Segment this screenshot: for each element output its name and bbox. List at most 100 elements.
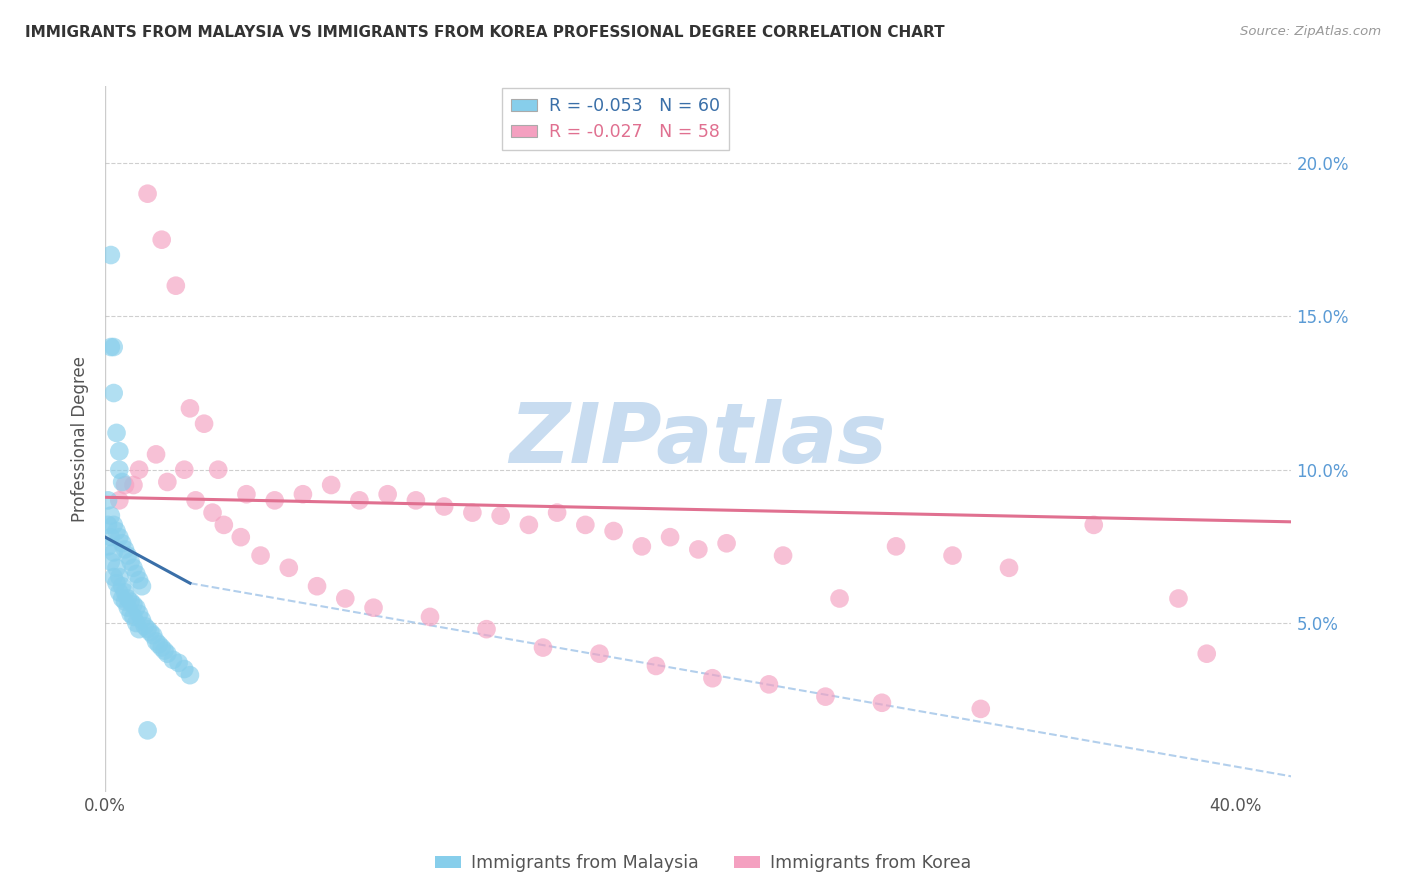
- Point: [263, 493, 285, 508]
- Point: [1083, 517, 1105, 532]
- Point: [111, 579, 134, 593]
- Point: [772, 549, 794, 563]
- Point: [105, 561, 128, 575]
- Point: [117, 549, 139, 563]
- Point: [136, 186, 159, 201]
- Point: [173, 463, 195, 477]
- Point: [125, 615, 148, 630]
- Point: [100, 248, 122, 262]
- Point: [108, 530, 131, 544]
- Point: [229, 530, 252, 544]
- Point: [156, 475, 179, 489]
- Point: [131, 613, 153, 627]
- Point: [103, 386, 125, 401]
- Point: [120, 555, 142, 569]
- Point: [884, 540, 907, 554]
- Point: [122, 610, 145, 624]
- Point: [97, 517, 120, 532]
- Point: [103, 570, 125, 584]
- Point: [136, 622, 159, 636]
- Point: [108, 493, 131, 508]
- Point: [134, 619, 156, 633]
- Point: [688, 542, 710, 557]
- Point: [114, 478, 136, 492]
- Text: ZIPatlas: ZIPatlas: [509, 399, 887, 480]
- Point: [702, 671, 724, 685]
- Point: [758, 677, 780, 691]
- Point: [128, 573, 150, 587]
- Point: [162, 653, 184, 667]
- Y-axis label: Professional Degree: Professional Degree: [72, 356, 89, 522]
- Point: [111, 591, 134, 606]
- Point: [998, 561, 1021, 575]
- Point: [145, 634, 167, 648]
- Point: [97, 540, 120, 554]
- Point: [517, 517, 540, 532]
- Legend: R = -0.053   N = 60, R = -0.027   N = 58: R = -0.053 N = 60, R = -0.027 N = 58: [502, 88, 728, 150]
- Point: [125, 600, 148, 615]
- Point: [111, 475, 134, 489]
- Point: [145, 447, 167, 461]
- Point: [108, 444, 131, 458]
- Point: [148, 638, 170, 652]
- Point: [122, 478, 145, 492]
- Point: [117, 591, 139, 606]
- Point: [335, 591, 357, 606]
- Point: [114, 542, 136, 557]
- Point: [139, 625, 162, 640]
- Point: [249, 549, 271, 563]
- Point: [531, 640, 554, 655]
- Point: [970, 702, 993, 716]
- Point: [100, 508, 122, 523]
- Point: [588, 647, 610, 661]
- Point: [659, 530, 682, 544]
- Point: [142, 628, 165, 642]
- Point: [108, 585, 131, 599]
- Point: [377, 487, 399, 501]
- Point: [574, 517, 596, 532]
- Point: [128, 463, 150, 477]
- Point: [100, 530, 122, 544]
- Point: [184, 493, 207, 508]
- Point: [489, 508, 512, 523]
- Point: [1167, 591, 1189, 606]
- Point: [828, 591, 851, 606]
- Point: [105, 425, 128, 440]
- Point: [1195, 647, 1218, 661]
- Point: [291, 487, 314, 501]
- Point: [546, 506, 568, 520]
- Point: [153, 643, 176, 657]
- Point: [120, 594, 142, 608]
- Point: [128, 607, 150, 621]
- Point: [131, 579, 153, 593]
- Point: [321, 478, 343, 492]
- Point: [100, 340, 122, 354]
- Point: [631, 540, 654, 554]
- Point: [167, 656, 190, 670]
- Point: [114, 585, 136, 599]
- Text: Source: ZipAtlas.com: Source: ZipAtlas.com: [1240, 25, 1381, 38]
- Point: [475, 622, 498, 636]
- Point: [103, 340, 125, 354]
- Point: [100, 555, 122, 569]
- Point: [419, 610, 441, 624]
- Point: [122, 598, 145, 612]
- Point: [941, 549, 963, 563]
- Point: [105, 524, 128, 538]
- Point: [461, 506, 484, 520]
- Point: [201, 506, 224, 520]
- Point: [363, 600, 385, 615]
- Point: [103, 517, 125, 532]
- Point: [97, 493, 120, 508]
- Point: [136, 723, 159, 738]
- Point: [105, 576, 128, 591]
- Point: [870, 696, 893, 710]
- Point: [193, 417, 215, 431]
- Point: [207, 463, 229, 477]
- Point: [108, 463, 131, 477]
- Point: [120, 607, 142, 621]
- Point: [117, 600, 139, 615]
- Point: [235, 487, 257, 501]
- Point: [405, 493, 427, 508]
- Point: [602, 524, 624, 538]
